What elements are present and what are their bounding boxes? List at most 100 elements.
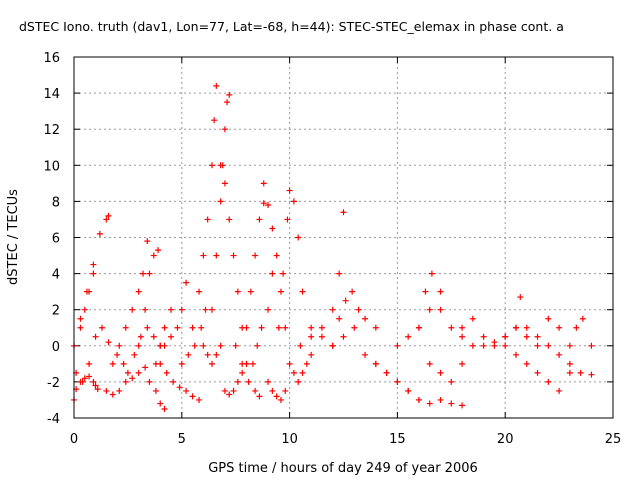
data-point bbox=[234, 288, 241, 295]
data-point bbox=[295, 234, 302, 241]
data-point bbox=[362, 351, 369, 358]
data-point bbox=[459, 333, 466, 340]
data-point bbox=[247, 288, 254, 295]
data-point bbox=[275, 324, 282, 331]
data-point bbox=[318, 324, 325, 331]
data-point bbox=[523, 360, 530, 367]
data-point bbox=[86, 373, 93, 380]
data-point bbox=[208, 360, 215, 367]
data-point bbox=[265, 306, 272, 313]
data-point bbox=[178, 306, 185, 313]
data-point bbox=[226, 91, 233, 98]
data-point bbox=[204, 216, 211, 223]
data-point bbox=[204, 351, 211, 358]
data-point bbox=[94, 386, 101, 393]
data-point bbox=[256, 216, 263, 223]
data-point bbox=[523, 333, 530, 340]
data-point bbox=[168, 333, 175, 340]
data-point bbox=[213, 82, 220, 89]
y-tick-label: 16 bbox=[43, 51, 60, 66]
data-point bbox=[196, 396, 203, 403]
x-tick-label: 0 bbox=[70, 432, 78, 447]
x-tick-label: 5 bbox=[178, 432, 186, 447]
y-tick-label: 10 bbox=[43, 159, 60, 174]
data-point bbox=[340, 333, 347, 340]
data-point bbox=[480, 342, 487, 349]
data-point bbox=[448, 324, 455, 331]
data-point bbox=[437, 396, 444, 403]
data-point bbox=[415, 396, 422, 403]
data-point bbox=[351, 324, 358, 331]
data-point bbox=[459, 360, 466, 367]
data-point bbox=[566, 342, 573, 349]
data-point bbox=[448, 400, 455, 407]
data-point bbox=[299, 288, 306, 295]
data-point bbox=[99, 324, 106, 331]
data-point bbox=[135, 369, 142, 376]
data-point bbox=[286, 187, 293, 194]
data-point bbox=[146, 378, 153, 385]
data-point bbox=[150, 252, 157, 259]
data-point bbox=[437, 306, 444, 313]
data-point bbox=[545, 315, 552, 322]
data-point bbox=[269, 225, 276, 232]
data-point bbox=[282, 387, 289, 394]
y-tick-label: 2 bbox=[52, 304, 60, 319]
data-point bbox=[269, 270, 276, 277]
data-point bbox=[114, 351, 121, 358]
data-point bbox=[252, 252, 259, 259]
data-point bbox=[120, 360, 127, 367]
data-point bbox=[362, 315, 369, 322]
data-point bbox=[122, 378, 129, 385]
data-point bbox=[230, 252, 237, 259]
data-point bbox=[189, 393, 196, 400]
data-point bbox=[284, 216, 291, 223]
data-point bbox=[90, 270, 97, 277]
data-point bbox=[277, 288, 284, 295]
data-point bbox=[90, 261, 97, 268]
data-point bbox=[512, 351, 519, 358]
data-point bbox=[183, 387, 190, 394]
data-point bbox=[144, 238, 151, 245]
data-point bbox=[556, 387, 563, 394]
data-point bbox=[422, 288, 429, 295]
data-point bbox=[217, 162, 224, 169]
y-tick-label: 0 bbox=[52, 340, 60, 355]
chart-title: dSTEC Iono. truth (dav1, Lon=77, Lat=-68… bbox=[19, 19, 564, 34]
data-point bbox=[502, 342, 509, 349]
data-point bbox=[249, 360, 256, 367]
data-point bbox=[129, 375, 136, 382]
data-point bbox=[336, 315, 343, 322]
data-point bbox=[230, 387, 237, 394]
data-point bbox=[437, 369, 444, 376]
data-point bbox=[318, 333, 325, 340]
data-point bbox=[105, 212, 112, 219]
data-point bbox=[290, 369, 297, 376]
data-point bbox=[277, 396, 284, 403]
data-point bbox=[221, 387, 228, 394]
data-point bbox=[502, 333, 509, 340]
data-point bbox=[142, 306, 149, 313]
data-point bbox=[428, 270, 435, 277]
data-point bbox=[152, 387, 159, 394]
data-point bbox=[258, 324, 265, 331]
data-point bbox=[269, 387, 276, 394]
data-point bbox=[566, 369, 573, 376]
data-point bbox=[372, 360, 379, 367]
data-point bbox=[217, 198, 224, 205]
data-point bbox=[176, 384, 183, 391]
data-point bbox=[161, 324, 168, 331]
data-point bbox=[135, 342, 142, 349]
data-point bbox=[383, 369, 390, 376]
data-point bbox=[299, 369, 306, 376]
data-point bbox=[566, 360, 573, 367]
data-points bbox=[71, 82, 595, 412]
data-point bbox=[260, 200, 267, 207]
data-point bbox=[308, 333, 315, 340]
data-point bbox=[161, 342, 168, 349]
x-tick-label: 25 bbox=[605, 432, 622, 447]
data-point bbox=[77, 324, 84, 331]
data-point bbox=[405, 333, 412, 340]
data-point bbox=[340, 209, 347, 216]
y-tick-label: -2 bbox=[47, 376, 60, 391]
